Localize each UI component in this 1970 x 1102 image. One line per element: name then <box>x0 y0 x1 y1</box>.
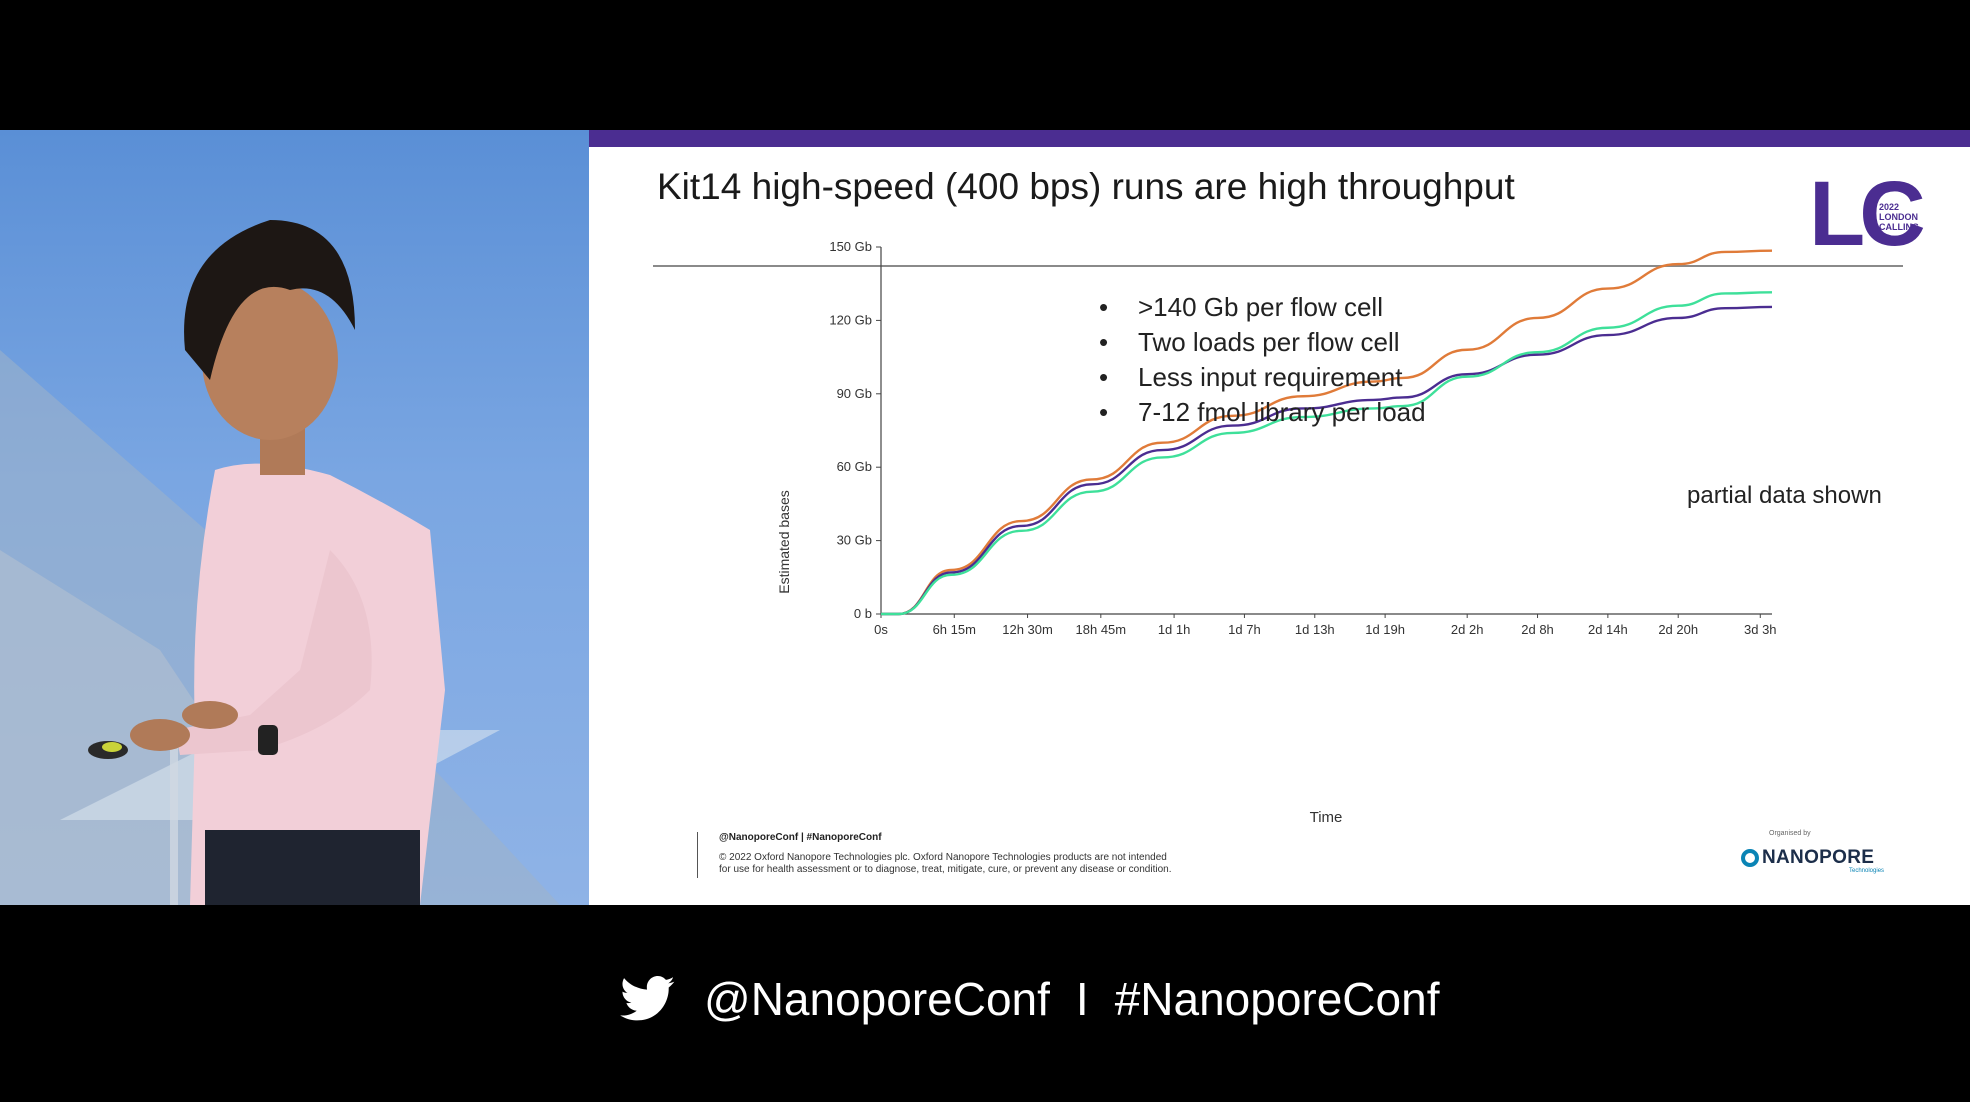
social-handles: @NanoporeConf I #NanoporeConf <box>620 972 1439 1026</box>
twitter-handle: @NanoporeConf <box>704 973 1050 1025</box>
footer-handle: @NanoporeConf | #NanoporeConf <box>719 832 882 843</box>
y-tick-label: 60 Gb <box>837 459 872 474</box>
x-tick-label: 1d 19h <box>1365 622 1405 637</box>
y-tick-label: 0 b <box>854 606 872 621</box>
logo-line1: LONDON <box>1879 212 1918 222</box>
y-axis-label: Estimated bases <box>776 490 792 594</box>
bullet-item: Less input requirement <box>1099 360 1426 395</box>
y-tick-label: 90 Gb <box>837 386 872 401</box>
nanopore-logo: NANOPORE <box>1741 847 1874 869</box>
bullet-item: 7-12 fmol library per load <box>1099 395 1426 430</box>
footer-divider <box>697 832 698 878</box>
bullet-item: Two loads per flow cell <box>1099 325 1426 360</box>
london-calling-logo: LC 2022 LONDON CALLING <box>1809 168 1929 274</box>
y-tick-label: 30 Gb <box>837 533 872 548</box>
disclaimer-line-1: © 2022 Oxford Nanopore Technologies plc.… <box>719 852 1167 863</box>
twitter-bird-icon <box>620 976 675 1021</box>
x-tick-label: 1d 1h <box>1158 622 1191 637</box>
x-tick-label: 12h 30m <box>1002 622 1053 637</box>
x-tick-label: 1d 13h <box>1295 622 1335 637</box>
x-tick-label: 2d 14h <box>1588 622 1628 637</box>
x-tick-label: 2d 20h <box>1658 622 1698 637</box>
bullet-list: >140 Gb per flow cell Two loads per flow… <box>1099 290 1426 430</box>
slide-accent-bar <box>589 130 1970 147</box>
speaker-video-panel <box>0 130 589 905</box>
y-tick-label: 120 Gb <box>829 312 872 327</box>
partial-data-note: partial data shown <box>1687 482 1882 509</box>
logo-caption: 2022 LONDON CALLING <box>1879 202 1919 232</box>
y-tick-label: 150 Gb <box>829 239 872 254</box>
x-tick-label: 0s <box>874 622 888 637</box>
disclaimer-line-2: for use for health assessment or to diag… <box>719 864 1172 875</box>
slide-title: Kit14 high-speed (400 bps) runs are high… <box>657 166 1515 207</box>
x-tick-label: 1d 7h <box>1228 622 1261 637</box>
chart-axes: 0 b 30 Gb 60 Gb 90 Gb 120 Gb 150 Gb 0s 6h 15m 12… <box>829 239 1776 637</box>
title-divider <box>653 265 1903 267</box>
throughput-line-chart: 0 b 30 Gb 60 Gb 90 Gb 120 Gb 150 Gb 0s 6h 15m 12… <box>776 239 1777 826</box>
speaker-illustration <box>0 220 560 905</box>
organised-by-caption: Organised by <box>1769 830 1811 837</box>
presentation-slide: Kit14 high-speed (400 bps) runs are high… <box>589 130 1970 905</box>
x-tick-label: 6h 15m <box>933 622 976 637</box>
bottom-social-bar: @NanoporeConf I #NanoporeConf <box>0 905 1970 1102</box>
nanopore-subtext: Technologies <box>1849 868 1885 874</box>
nanopore-ring-icon <box>1741 849 1759 867</box>
bullet-item: >140 Gb per flow cell <box>1099 290 1426 325</box>
x-tick-label: 2d 8h <box>1521 622 1554 637</box>
logo-letters: LC <box>1809 163 1926 265</box>
x-tick-label: 3d 3h <box>1744 622 1777 637</box>
hashtag: #NanoporeConf <box>1114 973 1440 1025</box>
x-tick-label: 2d 2h <box>1451 622 1484 637</box>
handle-separator: I <box>1075 973 1089 1025</box>
x-tick-label: 18h 45m <box>1076 622 1127 637</box>
x-axis-label: Time <box>1310 809 1343 826</box>
logo-line2: CALLING <box>1879 222 1919 232</box>
logo-year: 2022 <box>1879 202 1900 212</box>
nanopore-wordmark: NANOPORE <box>1762 847 1875 868</box>
footer-disclaimer: © 2022 Oxford Nanopore Technologies plc.… <box>719 852 1171 876</box>
